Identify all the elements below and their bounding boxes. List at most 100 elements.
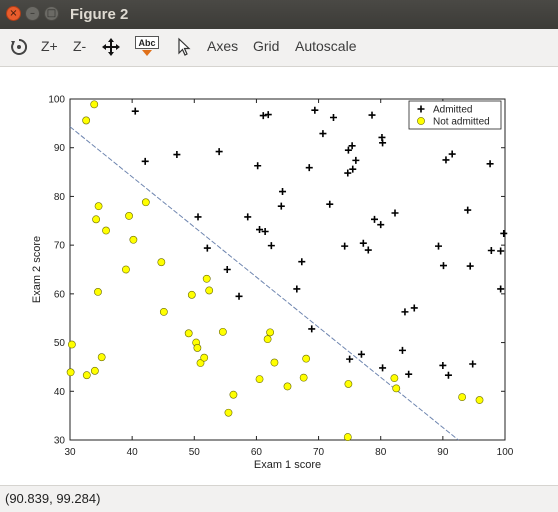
admitted-point — [371, 215, 378, 223]
admitted-point — [305, 164, 313, 172]
dropdown-arrow-icon — [142, 50, 152, 56]
admitted-point — [398, 346, 406, 354]
not-admitted-point — [475, 396, 484, 404]
admitted-point — [131, 107, 139, 115]
x-axis-label: Exam 1 score — [254, 459, 321, 471]
admitted-point — [215, 148, 223, 156]
not-admitted-point — [67, 340, 76, 349]
not-admitted-point — [184, 329, 193, 338]
admitted-point — [264, 111, 272, 119]
admitted-point — [435, 242, 443, 250]
admitted-point — [469, 360, 477, 368]
text-tool-button[interactable]: Abc — [135, 36, 159, 56]
y-tick-label: 90 — [54, 143, 66, 154]
not-admitted-point — [224, 408, 233, 417]
minimize-window-button[interactable]: – — [25, 6, 40, 21]
admitted-point — [244, 213, 252, 221]
zoom-out-button[interactable]: Z- — [73, 38, 87, 54]
admitted-point — [277, 202, 285, 210]
not-admitted-point — [187, 290, 196, 299]
admitted-point — [341, 242, 349, 250]
admitted-point — [141, 157, 149, 165]
not-admitted-point — [255, 375, 264, 384]
not-admitted-point — [102, 226, 110, 235]
cursor-coordinates: (90.839, 99.284) — [5, 491, 101, 506]
admitted-point — [391, 209, 399, 217]
title-bar: × – □ Figure 2 — [0, 0, 558, 29]
admitted-point — [439, 262, 447, 270]
not-admitted-point — [302, 354, 311, 363]
admitted-point — [497, 247, 505, 255]
not-admitted-point — [66, 368, 75, 377]
not-admitted-point — [196, 359, 205, 367]
grid-button[interactable]: Grid — [253, 38, 280, 54]
y-tick-label: 60 — [54, 289, 66, 300]
x-tick-label: 70 — [313, 447, 325, 458]
admitted-point — [410, 304, 418, 312]
not-admitted-point — [299, 373, 308, 382]
not-admitted-point — [229, 390, 238, 399]
not-admitted-point — [97, 353, 106, 362]
close-icon: × — [9, 7, 18, 19]
not-admitted-point — [458, 393, 467, 402]
admitted-point — [223, 266, 231, 273]
admitted-point — [329, 114, 337, 122]
legend-not-admitted-label: Not admitted — [433, 117, 490, 128]
admitted-point — [203, 244, 211, 252]
not-admitted-point — [283, 382, 292, 391]
not-admitted-point — [125, 212, 133, 220]
maximize-window-button[interactable]: □ — [44, 6, 59, 21]
not-admitted-point — [218, 327, 227, 336]
not-admitted-point — [270, 358, 279, 367]
y-tick-label: 50 — [54, 338, 66, 349]
admitted-point — [344, 146, 352, 154]
admitted-point — [368, 111, 376, 119]
admitted-point — [439, 361, 447, 369]
x-tick-label: 30 — [64, 447, 76, 458]
admitted-point — [448, 150, 456, 158]
not-admitted-point — [205, 286, 214, 295]
not-admitted-point — [202, 274, 211, 283]
select-pointer-icon[interactable] — [174, 37, 194, 57]
admitted-point — [279, 188, 287, 196]
x-tick-label: 50 — [189, 447, 201, 458]
not-admitted-point — [90, 100, 99, 109]
close-window-button[interactable]: × — [6, 6, 21, 21]
legend-admitted-marker — [417, 105, 425, 113]
admitted-point — [500, 229, 508, 237]
zoom-in-button[interactable]: Z+ — [41, 38, 58, 54]
not-admitted-point — [92, 215, 100, 224]
legend-admitted-label: Admitted — [433, 105, 472, 116]
autoscale-button[interactable]: Autoscale — [295, 38, 357, 54]
axes-button[interactable]: Axes — [207, 38, 239, 54]
maximize-icon: □ — [46, 7, 57, 19]
y-tick-label: 80 — [54, 192, 66, 203]
admitted-point — [267, 242, 275, 250]
legend-not-admitted-marker — [417, 117, 425, 125]
figure-toolbar: Z+ Z- Abc Axes Grid Autoscale — [0, 29, 558, 67]
status-bar: (90.839, 99.284) — [0, 485, 558, 512]
figure-canvas[interactable]: 30 40 50 60 70 80 90 100 30 40 50 60 70 80 90 100 Admit… — [0, 67, 558, 485]
admitted-point — [401, 308, 409, 316]
rotate-icon[interactable] — [9, 37, 29, 57]
minimize-icon: – — [30, 7, 35, 19]
admitted-point — [311, 106, 319, 114]
admitted-point — [497, 285, 505, 293]
admitted-point — [379, 139, 387, 147]
not-admitted-point — [200, 353, 209, 362]
admitted-point — [346, 355, 354, 363]
admitted-point — [261, 228, 269, 236]
admitted-point — [298, 258, 306, 266]
y-tick-label: 70 — [54, 241, 66, 252]
admitted-point — [293, 285, 301, 293]
not-admitted-point — [94, 288, 102, 296]
pan-icon[interactable] — [101, 37, 121, 57]
not-admitted-point — [82, 371, 91, 380]
x-tick-label: 60 — [251, 447, 263, 458]
not-admitted-point — [266, 328, 274, 337]
admitted-point — [344, 169, 352, 177]
admitted-point — [319, 130, 327, 138]
not-admitted-point — [90, 366, 99, 375]
admitted-point — [357, 350, 365, 358]
not-admitted-point — [390, 374, 399, 383]
